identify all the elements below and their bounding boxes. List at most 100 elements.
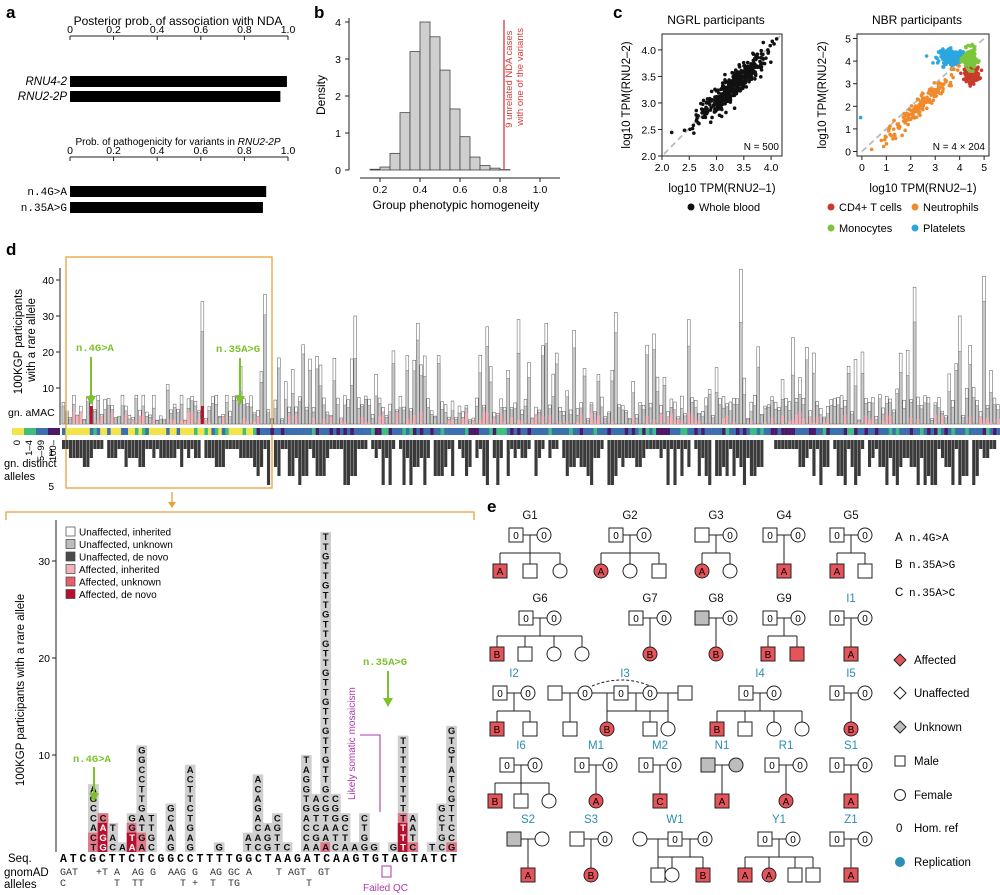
- stack-letter: A: [255, 794, 262, 805]
- overview-bar-unknown: [416, 339, 420, 425]
- overview-bar-unknown: [298, 401, 302, 425]
- pedigree-symbol-label: C: [656, 797, 663, 808]
- maf-cell: [440, 428, 445, 435]
- stack-bg: [301, 755, 312, 852]
- maf-bin-label: 1–4: [24, 440, 35, 456]
- pedigree-child: [574, 646, 590, 662]
- panel-b-ylabel: Density: [314, 75, 328, 115]
- maf-cell: [398, 428, 403, 435]
- stack-letter: C: [448, 833, 455, 844]
- maf-cell: [906, 428, 910, 435]
- stack-letter: T: [332, 833, 338, 844]
- maf-cell: [645, 428, 650, 435]
- overview-bar-unknown: [833, 406, 837, 425]
- ngrl-point: [733, 68, 738, 72]
- maf-cell: [89, 428, 94, 435]
- distinct-bar: [322, 440, 326, 476]
- overview-bar-unknown: [982, 301, 986, 425]
- maf-cell: [458, 428, 462, 435]
- distinct-bar: [350, 440, 354, 476]
- overview-bar-unknown: [878, 398, 882, 425]
- pedigree-father: [694, 527, 710, 543]
- panel-d-ylabel: 100KGP participants with a rare allele: [13, 286, 38, 394]
- key-a-name: n.4G>A: [909, 533, 949, 545]
- stack-letter: G: [438, 833, 445, 844]
- nbr-point: [948, 80, 953, 85]
- ngrl-point: [716, 91, 721, 95]
- maf-cell: [902, 428, 907, 435]
- distinct-bar: [975, 440, 979, 476]
- distinct-bar: [207, 440, 212, 458]
- distinct-bar: [600, 440, 604, 449]
- maf-cell: [364, 428, 368, 435]
- maf-cell: [815, 428, 820, 435]
- nbr-point: [947, 57, 952, 61]
- overview-bar-unknown: [159, 418, 163, 425]
- pedigree-child: [857, 563, 873, 579]
- pedigree-symbol-label: A: [848, 871, 855, 882]
- pedigree-child: [695, 867, 711, 883]
- distinct-bar: [298, 440, 302, 485]
- maf-cell: [669, 428, 674, 435]
- stack-letter: A: [313, 794, 320, 805]
- ngrl-point: [751, 65, 756, 69]
- legend-homref: Hom. ref: [914, 823, 959, 835]
- distinct-bar: [263, 440, 267, 449]
- maf-cell: [266, 428, 271, 435]
- stack-letter: T: [342, 833, 348, 844]
- distinct-bar: [246, 440, 250, 458]
- stack-letter: G: [138, 833, 145, 844]
- maf-cell: [537, 428, 542, 435]
- distinct-bar: [916, 440, 920, 485]
- overview-bar-unknown: [391, 363, 396, 425]
- tick-label: 0.2: [106, 24, 121, 36]
- pedigree-child: [650, 867, 666, 883]
- tick-label: 1.0: [281, 24, 296, 36]
- overview-bar-unknown: [895, 393, 899, 425]
- pedigree-symbol-label: 0: [771, 689, 777, 700]
- pedigree-symbol-label: 0: [834, 614, 840, 625]
- stack-letter: T: [323, 813, 329, 824]
- legend-homref-icon: 0: [896, 823, 902, 835]
- distinct-bar: [475, 440, 479, 458]
- stack-letter: A: [245, 833, 252, 844]
- maf-cell: [496, 428, 500, 435]
- pedigree-father: [677, 685, 693, 701]
- maf-cell: [121, 428, 125, 435]
- maf-cell: [982, 428, 987, 435]
- distinct-bar: [96, 440, 100, 449]
- distinct-bar: [583, 440, 587, 467]
- maf-cell: [284, 428, 289, 435]
- stack-letter: C: [100, 813, 107, 824]
- overview-bar-unknown: [266, 412, 271, 425]
- maf-cell: [631, 428, 636, 435]
- tick-label: 0: [67, 24, 73, 36]
- ngrl-point: [749, 75, 754, 79]
- maf-cell: [176, 428, 181, 435]
- stack-letter: G: [448, 794, 455, 805]
- nbr-point: [900, 133, 904, 138]
- stack-letter: G: [99, 833, 106, 844]
- distinct-bar: [159, 440, 163, 458]
- maf-cell: [287, 428, 292, 435]
- xtick-label: 0: [859, 162, 865, 174]
- distinct-bar: [826, 440, 830, 467]
- stack-letter: T: [90, 843, 96, 854]
- nbr-point: [937, 81, 941, 85]
- nbr-point: [971, 80, 975, 84]
- overview-bar-unknown: [516, 353, 521, 425]
- ngrl-point: [739, 77, 743, 82]
- stack-letter: T: [323, 571, 329, 582]
- overview-bar-unknown: [398, 407, 403, 425]
- xtick-label: 4: [957, 162, 963, 174]
- distinct-bar: [669, 440, 674, 449]
- ngrl-point: [704, 111, 709, 116]
- overview-bar-unknown: [113, 418, 118, 425]
- pedigree-symbol-label: 0: [504, 761, 510, 772]
- maf-cell: [944, 428, 949, 435]
- stack-letter: C: [303, 833, 310, 844]
- maf-cell: [339, 428, 344, 435]
- maf-cell: [319, 428, 323, 435]
- pedigree-symbol-label: B: [713, 650, 720, 661]
- distinct-bar: [746, 440, 750, 458]
